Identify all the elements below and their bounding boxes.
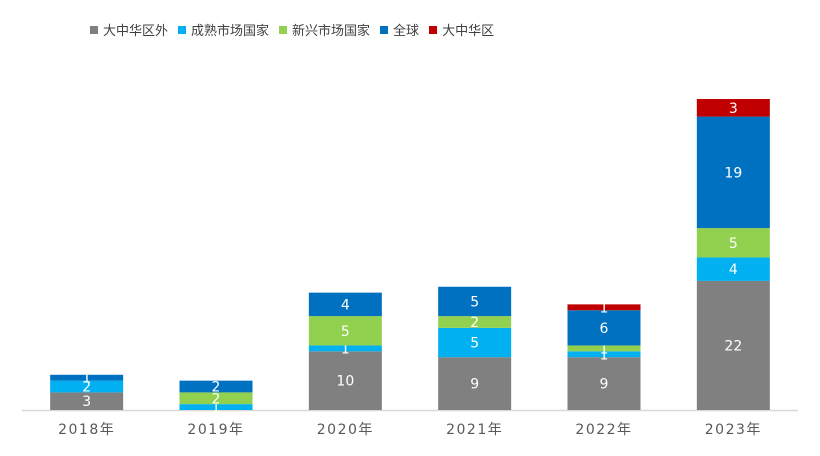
x-tick-label: 2023年 (705, 422, 762, 438)
legend-swatch (178, 25, 187, 34)
bar-segment (696, 280, 770, 410)
bar-segment (308, 292, 382, 317)
data-label: 19 (724, 165, 742, 181)
data-label: 2 (212, 380, 221, 396)
legend-item: 大中华区 (429, 20, 494, 39)
bar-segment (308, 345, 382, 352)
bar-segment (179, 380, 253, 393)
data-label: 1 (341, 341, 350, 357)
data-label: 1 (600, 300, 609, 316)
x-tick-label: 2021年 (446, 422, 503, 438)
bar-segment (567, 357, 641, 410)
data-label: 5 (341, 324, 350, 340)
bar-segment (50, 392, 124, 410)
bar-segment (179, 404, 253, 410)
data-label: 3 (82, 394, 91, 410)
bar-segment (696, 228, 770, 258)
data-label: 4 (341, 297, 350, 313)
data-label: 5 (729, 236, 738, 252)
bar-segment (567, 304, 641, 311)
legend-label: 成熟市场国家 (191, 24, 270, 39)
data-label: 22 (724, 338, 742, 354)
legend-label: 大中华区 (442, 24, 495, 39)
chart-legend: 大中华区外 成熟市场国家 新兴市场国家 全球 大中华区 (90, 20, 494, 39)
data-label: 10 (336, 374, 354, 390)
bar-segment (567, 345, 641, 352)
data-label: 1 (212, 400, 221, 416)
bar-segment (438, 286, 512, 317)
bar-segment (308, 316, 382, 346)
legend-swatch (90, 25, 98, 34)
bar-segment (50, 380, 124, 393)
bar-segment (50, 374, 124, 381)
data-label: 6 (600, 321, 609, 337)
bar-segment (696, 99, 770, 117)
x-tick-label: 2020年 (317, 422, 374, 438)
data-label: 1 (82, 371, 91, 387)
data-label: 1 (600, 347, 609, 363)
legend-swatch (380, 25, 389, 34)
bar-segment (438, 357, 512, 410)
x-tick-label: 2019年 (187, 422, 244, 438)
data-label: 9 (470, 377, 479, 393)
data-label: 5 (470, 294, 479, 310)
bar-segment (567, 351, 641, 358)
data-label: 2 (82, 380, 91, 396)
data-label: 1 (600, 341, 609, 357)
bar-segment (438, 327, 512, 358)
bar-segment (696, 116, 770, 229)
data-label: 9 (600, 377, 609, 393)
legend-swatch (279, 25, 288, 34)
legend-item: 全球 (380, 20, 419, 39)
legend-item: 大中华区外 (90, 20, 168, 39)
bar-segment (438, 316, 512, 328)
data-label: 4 (729, 262, 738, 278)
bar-segment (567, 310, 641, 346)
data-label: 2 (470, 315, 479, 331)
data-label: 5 (470, 336, 479, 352)
bar-segment (696, 257, 770, 281)
bar-segment (308, 351, 382, 410)
legend-item: 新兴市场国家 (279, 20, 370, 39)
data-label: 2 (212, 391, 221, 407)
data-label: 3 (729, 101, 738, 117)
legend-label: 新兴市场国家 (292, 24, 371, 39)
bar-segment (179, 392, 253, 405)
legend-label: 全球 (393, 24, 420, 39)
legend-label: 大中华区外 (103, 24, 169, 39)
legend-swatch (429, 25, 438, 34)
legend-item: 成熟市场国家 (178, 20, 269, 39)
x-tick-label: 2018年 (58, 422, 115, 438)
x-tick-label: 2022年 (575, 422, 632, 438)
